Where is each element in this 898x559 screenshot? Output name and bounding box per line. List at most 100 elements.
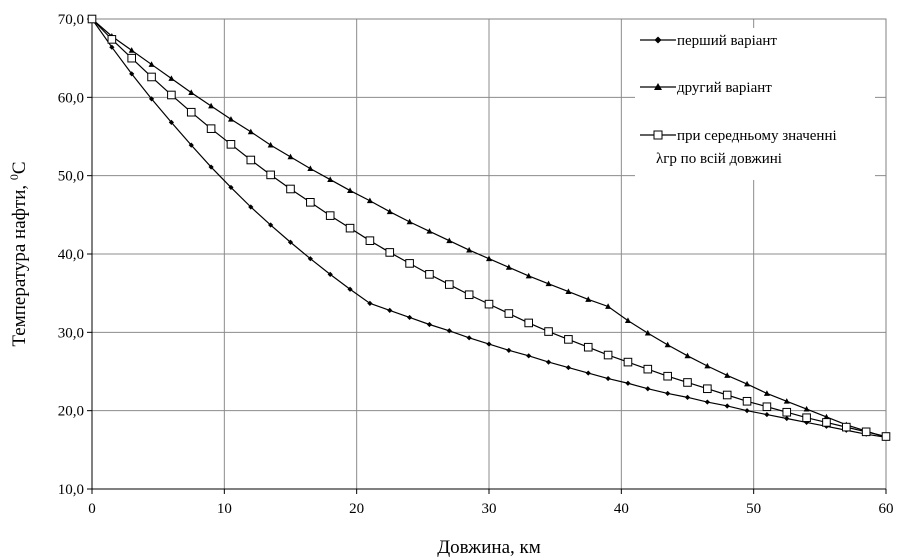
data-point-diamond	[784, 415, 790, 422]
data-point-triangle	[188, 89, 195, 96]
data-point-square	[266, 170, 275, 180]
data-point-diamond	[426, 321, 433, 328]
data-point-triangle	[208, 102, 215, 109]
legend-entry-series-1: перший варіант	[640, 33, 777, 49]
data-point-diamond	[585, 370, 591, 376]
data-point-square	[365, 236, 375, 245]
data-point-triangle	[406, 218, 413, 225]
x-tick-label: 30	[482, 501, 497, 517]
x-axis-title: Довжина, км	[437, 537, 541, 558]
data-point-triangle	[624, 317, 631, 323]
data-point-square	[226, 140, 236, 149]
series-2	[89, 15, 889, 440]
data-point-square	[802, 413, 811, 423]
data-point-diamond	[724, 403, 730, 409]
data-point-triangle	[386, 208, 393, 215]
data-point-square	[167, 90, 176, 100]
data-point-triangle	[565, 288, 572, 294]
data-point-square	[524, 318, 534, 328]
data-point-triangle	[585, 296, 592, 302]
data-point-square	[623, 357, 633, 367]
data-point-diamond	[645, 386, 651, 392]
data-point-triangle	[525, 272, 532, 279]
data-point-square	[107, 35, 117, 44]
data-point-diamond	[506, 347, 512, 353]
data-point-square	[504, 309, 514, 318]
data-point-diamond	[109, 44, 115, 50]
data-point-triangle	[247, 128, 254, 135]
data-point-diamond	[168, 119, 174, 125]
data-point-triangle	[128, 47, 135, 53]
data-point-square	[663, 371, 672, 381]
data-point-square	[345, 223, 355, 233]
data-point-diamond	[367, 300, 373, 306]
x-tick-label: 60	[879, 501, 894, 517]
data-point-square	[464, 290, 474, 300]
data-point-diamond	[744, 408, 750, 414]
data-point-diamond	[327, 271, 333, 277]
y-axis-title-text: Температура нафти,	[9, 180, 30, 347]
y-tick-label: 70,0	[58, 12, 84, 28]
data-point-diamond	[268, 222, 274, 228]
data-point-diamond	[188, 142, 194, 148]
legend-entry-series-3: при середньому значенні λгр по всій довж…	[640, 128, 837, 167]
data-point-triangle	[307, 165, 314, 172]
data-point-triangle	[267, 141, 274, 148]
y-tick-label: 40,0	[58, 247, 84, 263]
data-point-triangle	[446, 237, 453, 244]
x-tick-label: 50	[746, 501, 761, 517]
data-point-diamond	[684, 394, 691, 400]
data-point-triangle	[466, 246, 473, 253]
data-point-triangle	[744, 380, 751, 387]
data-point-diamond	[248, 204, 254, 210]
y-tick-label: 20,0	[58, 404, 84, 420]
data-point-diamond	[148, 96, 155, 102]
data-point-triangle	[168, 75, 175, 81]
data-point-triangle	[287, 153, 294, 160]
data-point-diamond	[704, 399, 710, 405]
legend-label-series-3-line-1: при середньому значенні	[677, 128, 837, 144]
legend-marker-square	[653, 130, 663, 140]
data-point-diamond	[287, 239, 294, 245]
data-point-square	[127, 53, 137, 63]
data-point-square	[325, 211, 335, 220]
data-point-square	[186, 107, 196, 117]
data-point-square	[405, 259, 414, 268]
data-point-triangle	[823, 413, 830, 420]
legend-label-series-2: другий варіант	[677, 80, 772, 96]
data-point-diamond	[307, 256, 313, 262]
data-point-triangle	[366, 197, 373, 204]
data-point-triangle	[148, 61, 155, 67]
data-point-triangle	[327, 176, 334, 182]
data-point-diamond	[625, 380, 631, 386]
x-tick-label: 40	[614, 501, 629, 517]
data-point-square	[762, 402, 772, 412]
data-point-square	[703, 384, 712, 394]
series-3	[87, 14, 891, 441]
data-point-square	[147, 72, 156, 82]
legend-marker-diamond	[654, 36, 662, 44]
data-point-triangle	[426, 228, 433, 234]
data-point-triangle	[605, 303, 612, 309]
data-point-triangle	[763, 390, 770, 396]
data-point-square	[286, 184, 295, 194]
data-point-triangle	[505, 264, 512, 270]
data-point-triangle	[227, 116, 234, 122]
x-tick-label: 0	[88, 501, 96, 517]
legend-entry-series-2: другий варіант	[640, 80, 772, 96]
data-point-diamond	[228, 184, 234, 191]
data-point-square	[445, 280, 454, 289]
data-point-square	[246, 155, 256, 165]
data-point-diamond	[446, 328, 452, 334]
data-point-triangle	[545, 280, 552, 287]
y-tick-label: 60,0	[58, 90, 84, 106]
y-tick-label: 50,0	[58, 169, 84, 185]
data-point-triangle	[684, 352, 691, 359]
data-point-triangle	[486, 255, 492, 262]
legend: перший варіант другий варіант при середн…	[635, 28, 875, 180]
data-point-diamond	[347, 286, 353, 292]
data-point-square	[564, 335, 573, 344]
data-point-square	[881, 432, 891, 441]
data-point-triangle	[664, 341, 671, 348]
data-point-square	[842, 422, 851, 432]
